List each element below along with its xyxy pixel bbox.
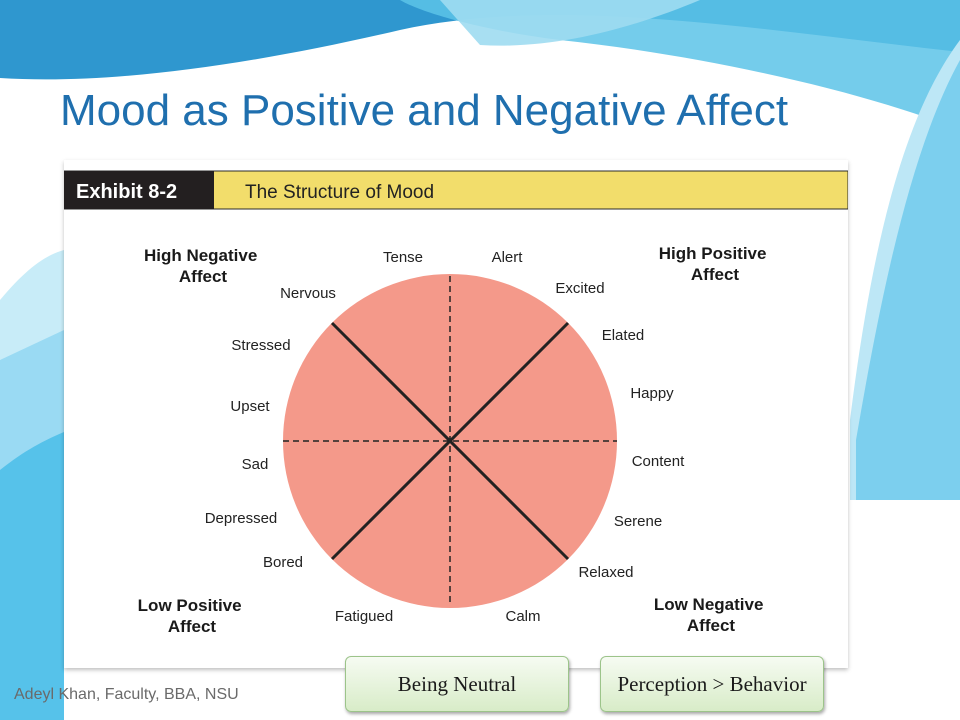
slide-footer: Adeyl Khan, Faculty, BBA, NSU [14,686,239,703]
mood-labels: Tense Alert Excited Elated Happy Content… [205,249,685,625]
exhibit-number-badge [64,171,214,209]
mood-label-stressed: Stressed [231,337,290,354]
quadrant-high-positive: High Positive Affect [659,244,771,284]
mood-label-upset: Upset [230,398,270,415]
mood-label-alert: Alert [492,249,524,266]
mood-label-depressed: Depressed [205,510,278,527]
perception-behavior-button[interactable]: Perception > Behavior [600,656,824,712]
mood-label-sad: Sad [242,456,269,473]
mood-structure-diagram: Exhibit 8-2 The Structure of Mood High N… [64,170,848,636]
mood-label-relaxed: Relaxed [578,564,633,581]
quadrant-low-positive: Low Positive Affect [138,596,247,636]
mood-label-excited: Excited [555,280,604,297]
mood-label-bored: Bored [263,554,303,571]
exhibit-number: Exhibit 8-2 [76,181,177,203]
quadrant-low-negative: Low Negative Affect [654,595,768,635]
exhibit-figure: Exhibit 8-2 The Structure of Mood High N… [64,160,848,668]
mood-label-calm: Calm [505,608,540,625]
mood-label-content: Content [632,453,685,470]
mood-label-nervous: Nervous [280,285,336,302]
slide-title: Mood as Positive and Negative Affect [60,86,789,135]
mood-label-happy: Happy [630,385,674,402]
mood-label-serene: Serene [614,513,662,530]
diagonal-axis-positive [330,321,570,561]
exhibit-heading: The Structure of Mood [245,182,434,203]
mood-label-tense: Tense [383,249,423,266]
mood-label-elated: Elated [602,327,645,344]
being-neutral-button[interactable]: Being Neutral [345,656,569,712]
mood-label-fatigued: Fatigued [335,608,393,625]
quadrant-high-negative: High Negative Affect [144,246,262,286]
